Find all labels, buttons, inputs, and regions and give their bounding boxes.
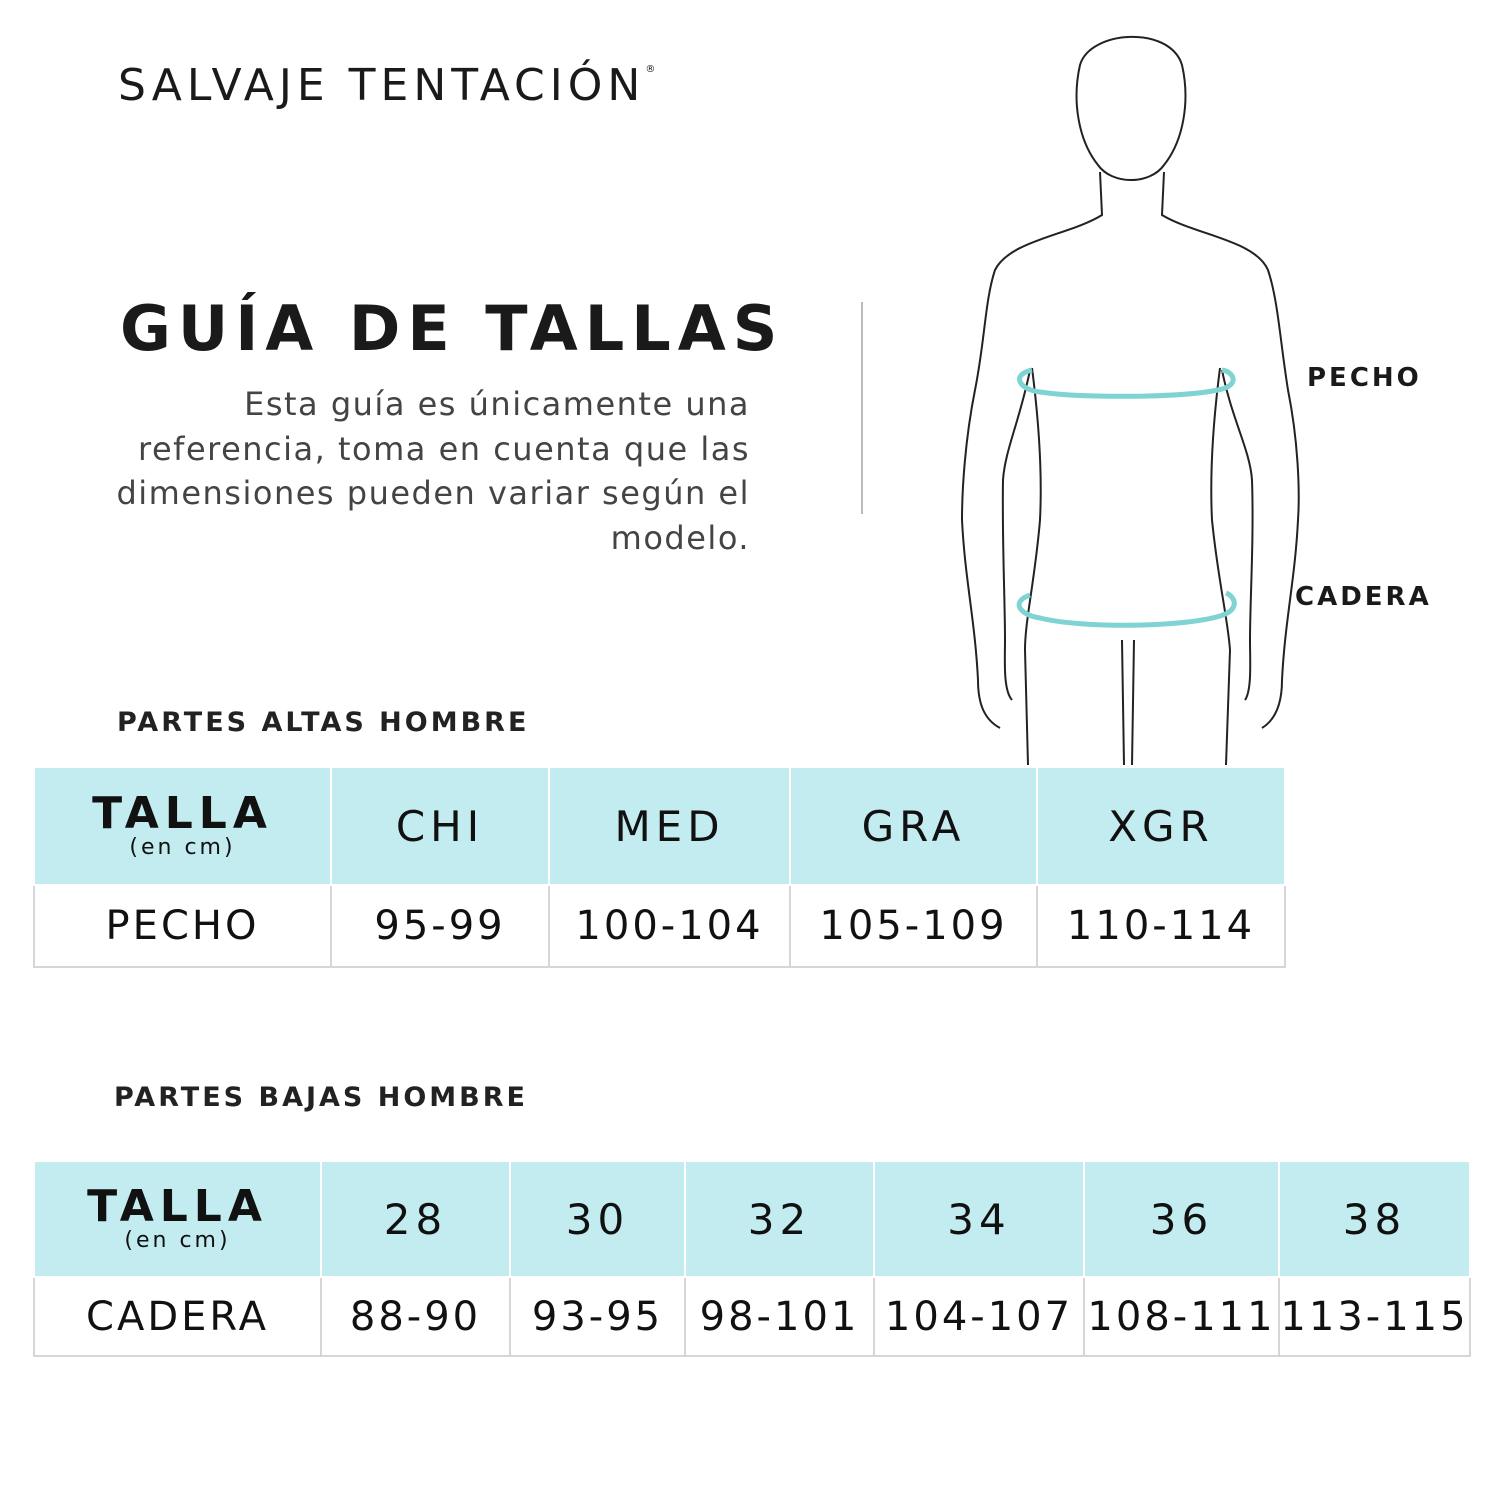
unit-label: (en cm) <box>124 1228 231 1253</box>
table-cell: 98-101 <box>684 1276 875 1357</box>
body-figure-illustration <box>960 35 1300 766</box>
table-cell: 113-115 <box>1278 1276 1471 1357</box>
tops-size-table: TALLA (en cm) CHI MED GRA XGR PECHO 95-99… <box>33 766 1286 968</box>
size-header: 38 <box>1278 1160 1471 1278</box>
size-header: CHI <box>330 766 550 886</box>
tops-section-title: PARTES ALTAS HOMBRE <box>117 707 530 738</box>
table-cell: 100-104 <box>548 884 791 968</box>
talla-label: TALLA <box>87 1181 268 1232</box>
table-cell: 104-107 <box>873 1276 1085 1357</box>
talla-label: TALLA <box>92 788 273 839</box>
table-row: CADERA 88-90 93-95 98-101 104-107 108-11… <box>33 1276 1471 1357</box>
size-header: 28 <box>320 1160 511 1278</box>
row-label: PECHO <box>33 884 332 968</box>
table-row: PECHO 95-99 100-104 105-109 110-114 <box>33 884 1286 968</box>
table-cell: 108-111 <box>1083 1276 1280 1357</box>
unit-label: (en cm) <box>129 835 236 860</box>
size-header: 32 <box>684 1160 875 1278</box>
size-header: XGR <box>1036 766 1286 886</box>
table-cell: 93-95 <box>509 1276 686 1357</box>
talla-header: TALLA (en cm) <box>33 766 332 886</box>
bottoms-section-title: PARTES BAJAS HOMBRE <box>114 1082 528 1113</box>
row-label: CADERA <box>33 1276 322 1357</box>
talla-header: TALLA (en cm) <box>33 1160 322 1278</box>
table-cell: 88-90 <box>320 1276 511 1357</box>
chest-label: PECHO <box>1307 363 1422 393</box>
description: Esta guía es únicamente una referencia, … <box>116 385 750 557</box>
table-header-row: TALLA (en cm) CHI MED GRA XGR <box>33 766 1286 886</box>
hip-label: CADERA <box>1295 582 1432 612</box>
table-header-row: TALLA (en cm) 28 30 32 34 36 38 <box>33 1160 1471 1278</box>
page-title: GUÍA DE TALLAS <box>120 292 785 365</box>
divider <box>861 302 863 514</box>
brand-logo: SALVAJE TENTACIÓN® <box>118 60 655 111</box>
size-header: 30 <box>509 1160 686 1278</box>
table-cell: 105-109 <box>789 884 1038 968</box>
bottoms-size-table: TALLA (en cm) 28 30 32 34 36 38 CADERA 88… <box>33 1160 1471 1357</box>
table-cell: 95-99 <box>330 884 550 968</box>
size-header: GRA <box>789 766 1038 886</box>
size-header: MED <box>548 766 791 886</box>
registered-mark: ® <box>645 64 656 75</box>
size-header: 36 <box>1083 1160 1280 1278</box>
brand-name: SALVAJE TENTACIÓN <box>118 60 646 111</box>
size-header: 34 <box>873 1160 1085 1278</box>
table-cell: 110-114 <box>1036 884 1286 968</box>
